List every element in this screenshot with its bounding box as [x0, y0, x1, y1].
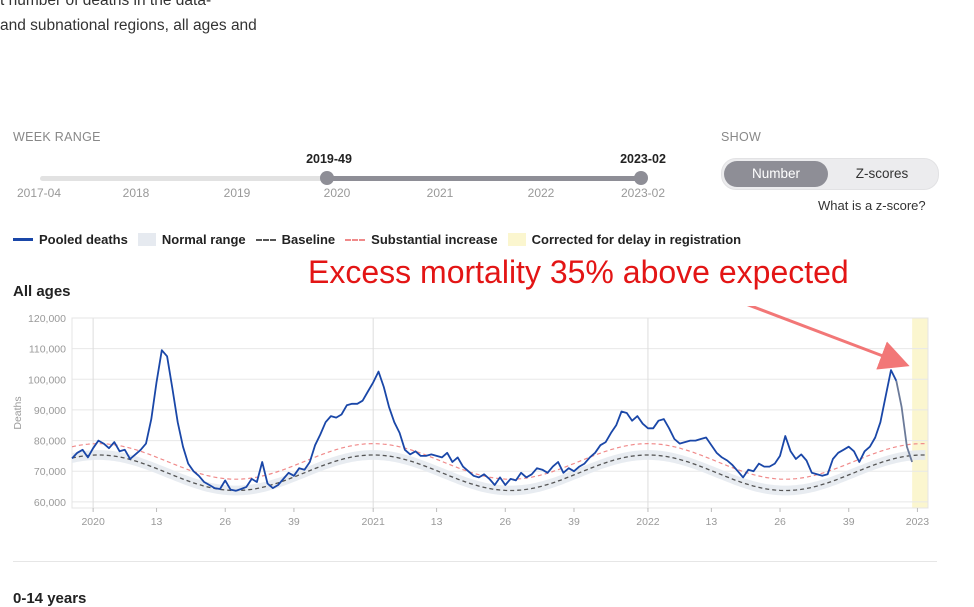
legend-delay-swatch — [507, 233, 526, 246]
plot-frame — [71, 317, 929, 509]
intro-line-1: t number of deaths in the data- — [0, 0, 212, 9]
x-tick-label: 39 — [288, 516, 300, 528]
x-tick-label: 26 — [499, 516, 511, 528]
x-tick-label: 39 — [568, 516, 580, 528]
normal-range-band — [72, 450, 926, 496]
slider-tick-2020: 2020 — [323, 186, 351, 200]
annotation-arrow — [746, 306, 910, 370]
range-end-label: 2023-02 — [620, 152, 666, 166]
x-tick-label: 2023 — [906, 516, 930, 528]
legend-substantial: Substantial increase — [345, 232, 498, 247]
week-range-label: WEEK RANGE — [13, 130, 101, 144]
x-tick-label: 13 — [151, 516, 163, 528]
zscores-toggle-button[interactable]: Z-scores — [855, 166, 909, 181]
slider-tick-2018: 2018 — [122, 186, 150, 200]
substantial-increase-line — [71, 442, 926, 480]
slider-tick-2021: 2021 — [426, 186, 454, 200]
x-tick-label: 26 — [774, 516, 786, 528]
range-start-handle[interactable] — [320, 171, 334, 185]
y-axis-label: Deaths — [12, 396, 24, 429]
legend-normal-label: Normal range — [161, 232, 246, 247]
y-tick-label: 90,000 — [34, 405, 66, 417]
display-mode-toggle: Number Z-scores — [721, 158, 939, 190]
x-tick-label: 2021 — [362, 516, 386, 528]
intro-line-2: and subnational regions, all ages and — [0, 17, 257, 34]
slider-tick-2022: 2022 — [527, 186, 555, 200]
legend-pooled: Pooled deaths — [13, 232, 128, 247]
number-toggle-button[interactable]: Number — [724, 161, 828, 187]
range-start-label: 2019-49 — [306, 152, 352, 166]
x-tick-label: 13 — [431, 516, 443, 528]
intro-text: t number of deaths in the data- and subn… — [0, 0, 257, 38]
excess-mortality-annotation: Excess mortality 35% above expected — [308, 254, 849, 290]
pooled-deaths-line — [71, 349, 898, 492]
x-tick-label: 2020 — [81, 516, 105, 528]
chart-legend: Pooled deaths Normal range Baseline Subs… — [13, 232, 751, 247]
lines-layer — [71, 349, 926, 492]
legend-pooled-swatch — [13, 238, 33, 241]
delay-region — [912, 318, 928, 508]
slider-tick-last: 2023-02 — [620, 186, 666, 200]
y-tick-label: 80,000 — [34, 436, 66, 448]
slider-tick-first: 2017-04 — [16, 186, 62, 200]
legend-normal-swatch — [137, 233, 156, 246]
legend-pooled-label: Pooled deaths — [39, 232, 128, 247]
legend-baseline-label: Baseline — [281, 232, 336, 247]
section-title: All ages — [13, 283, 71, 300]
range-end-handle[interactable] — [634, 171, 648, 185]
x-tick-label: 13 — [706, 516, 718, 528]
x-tick-label: 2022 — [636, 516, 660, 528]
legend-substantial-swatch — [345, 238, 366, 241]
slider-tick-2019: 2019 — [223, 186, 251, 200]
zscore-help-link[interactable]: What is a z-score? — [818, 198, 926, 213]
legend-baseline-swatch — [255, 238, 276, 241]
legend-substantial-label: Substantial increase — [371, 232, 498, 247]
x-tick-label: 26 — [219, 516, 231, 528]
section-divider — [13, 561, 937, 562]
x-tick-label: 39 — [843, 516, 855, 528]
y-tick-label: 100,000 — [28, 374, 66, 386]
y-tick-label: 120,000 — [28, 313, 66, 325]
normal-range-layer — [72, 450, 926, 496]
legend-delay-label: Corrected for delay in registration — [531, 232, 742, 247]
y-tick-label: 60,000 — [34, 497, 66, 509]
legend-delay: Corrected for delay in registration — [507, 232, 742, 247]
pooled-deaths-corrected-line — [895, 380, 913, 463]
week-range-slider[interactable] — [40, 171, 648, 185]
deaths-chart: 60,000 70,000 80,000 90,000 100,000 110,000 12… — [12, 306, 929, 528]
week-range-selected-track — [327, 176, 641, 181]
legend-normal: Normal range — [137, 232, 246, 247]
grid-layer — [71, 317, 929, 509]
axis-layer: 60,000 70,000 80,000 90,000 100,000 110,000 12… — [12, 313, 929, 528]
y-tick-label: 110,000 — [29, 344, 66, 356]
y-tick-label: 70,000 — [34, 466, 66, 478]
show-label: SHOW — [721, 130, 762, 144]
legend-baseline: Baseline — [255, 232, 336, 247]
